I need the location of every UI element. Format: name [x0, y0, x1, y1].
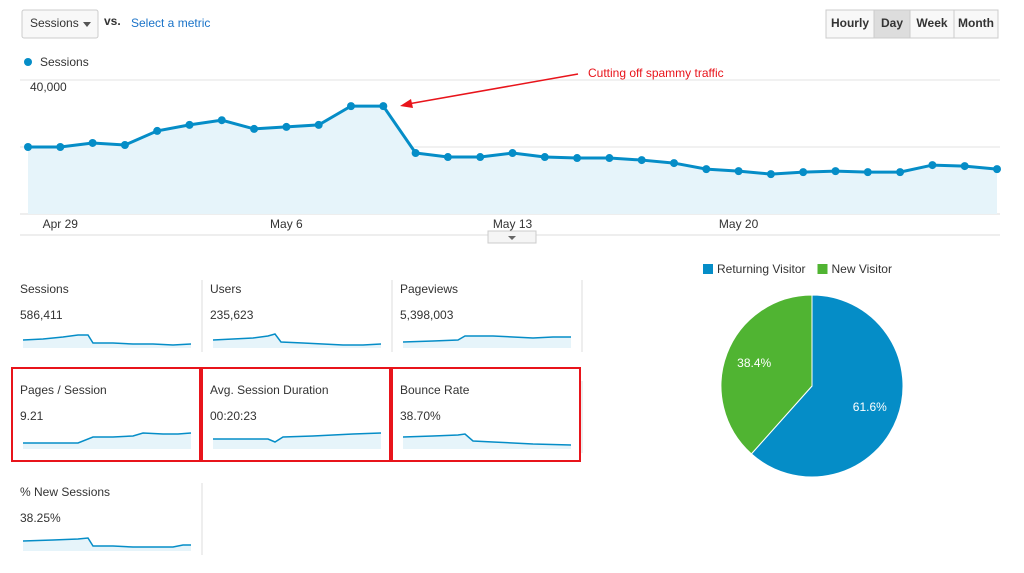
metric-select[interactable]	[21, 9, 99, 39]
data-point	[250, 124, 259, 133]
slice-label: 61.6%	[853, 400, 887, 414]
sparkline	[213, 432, 382, 443]
data-point	[540, 153, 549, 162]
data-point	[508, 149, 517, 158]
area-fill	[28, 106, 997, 214]
sparkline-area	[403, 434, 571, 449]
metric-value: 38.70%	[400, 409, 441, 423]
legend-label: Returning Visitor	[717, 262, 806, 276]
annotation: Cutting off spammy traffic	[588, 66, 724, 80]
sparkline-area	[213, 433, 381, 449]
data-point	[928, 161, 937, 170]
highlight-box	[391, 367, 581, 462]
sparkline-area	[23, 433, 191, 449]
annotation-arrow	[407, 73, 579, 105]
legend-swatch	[817, 264, 828, 274]
data-point	[282, 122, 291, 131]
metric-value: 235,623	[210, 308, 254, 322]
data-point	[185, 120, 194, 129]
annotation-arrowhead	[400, 99, 413, 108]
legend-swatch	[703, 264, 713, 274]
slice-label: 38.4%	[737, 356, 771, 370]
data-point	[637, 156, 646, 165]
granularity-button[interactable]	[953, 9, 999, 39]
metric-label: Avg. Session Duration	[210, 383, 329, 397]
granularity-label: Hourly	[831, 16, 869, 30]
granularity-label: Day	[881, 16, 903, 30]
highlight-box	[11, 367, 201, 462]
metric-label: Sessions	[20, 282, 69, 296]
pie-slice	[750, 294, 904, 478]
data-point	[799, 168, 808, 177]
granularity-label: Week	[916, 16, 947, 30]
vs-label: vs.	[104, 14, 121, 28]
data-point	[605, 154, 614, 163]
data-point	[443, 153, 452, 162]
data-point	[217, 116, 226, 125]
sparkline	[22, 537, 191, 548]
data-point	[314, 120, 323, 129]
data-point	[573, 154, 582, 163]
metric-label: Users	[210, 282, 241, 296]
data-point	[766, 170, 775, 179]
granularity-label: Month	[958, 16, 994, 30]
x-tick-label: May 20	[719, 217, 759, 231]
data-point	[24, 143, 32, 151]
y-tick-label: 40,000	[30, 80, 67, 94]
data-point	[734, 167, 743, 176]
x-tick-label: May 13	[493, 217, 533, 231]
legend-marker	[24, 58, 32, 66]
sparkline	[402, 335, 571, 343]
data-point	[670, 159, 678, 168]
sparkline	[22, 334, 192, 346]
metric-label: Pages / Session	[20, 383, 107, 397]
sparkline	[212, 333, 382, 346]
data-point	[411, 149, 420, 158]
data-point	[347, 102, 355, 111]
sparkline	[23, 432, 192, 444]
data-point	[56, 143, 65, 151]
data-point	[476, 153, 485, 162]
data-point	[379, 102, 388, 111]
pie-slice	[720, 294, 813, 455]
granularity-button[interactable]	[873, 9, 911, 39]
metric-value: 9.21	[20, 409, 44, 423]
x-tick-label: May 6	[270, 217, 303, 231]
metric-value: 5,398,003	[400, 308, 454, 322]
metric-value: 00:20:23	[210, 409, 257, 423]
data-point	[120, 140, 129, 149]
sparkline-area	[403, 336, 571, 348]
metric-value: 586,411	[20, 308, 63, 322]
data-point	[896, 168, 905, 177]
collapse-arrow	[508, 236, 516, 240]
data-point	[960, 162, 969, 171]
data-point	[863, 168, 872, 177]
data-point	[88, 138, 97, 147]
data-point	[993, 165, 1001, 174]
legend-label: New Visitor	[832, 262, 892, 276]
sparkline-area	[23, 335, 191, 348]
data-point	[831, 167, 840, 176]
metric-label: Bounce Rate	[400, 383, 470, 397]
metric-label: Pageviews	[400, 282, 458, 296]
data-point	[153, 126, 162, 135]
metric-value: 38.25%	[20, 511, 61, 525]
select-caret	[83, 22, 91, 27]
sparkline	[402, 433, 572, 446]
select-metric-link[interactable]: Select a metric	[131, 16, 210, 30]
metric-label: % New Sessions	[20, 485, 110, 499]
data-point	[702, 165, 711, 174]
metric-select-label: Sessions	[30, 16, 79, 30]
sparkline-area	[213, 334, 381, 348]
granularity-button[interactable]	[909, 9, 955, 39]
highlight-box	[201, 367, 391, 462]
x-tick-label: Apr 29	[43, 217, 79, 231]
legend-label: Sessions	[40, 55, 89, 69]
